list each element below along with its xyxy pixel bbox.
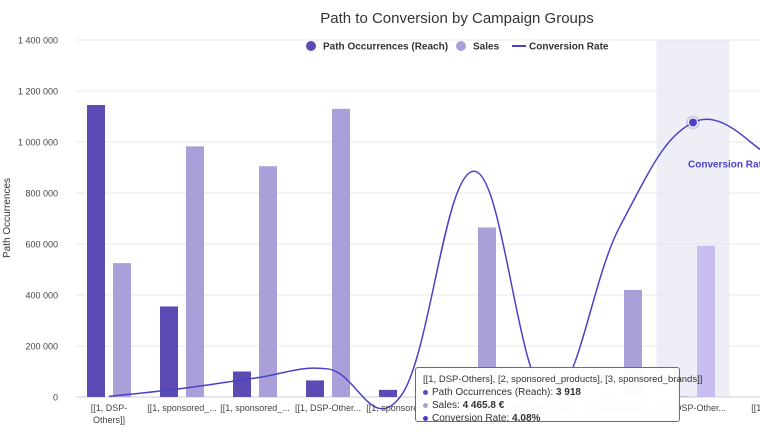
legend-label: Conversion Rate xyxy=(529,42,609,53)
legend-marker xyxy=(306,41,316,51)
y-axis-title: Path Occurrences xyxy=(2,178,13,258)
bar-sales xyxy=(186,146,204,397)
legend-marker xyxy=(456,41,466,51)
y-tick-label: 800 000 xyxy=(25,189,58,199)
bar-reach xyxy=(233,371,251,397)
series-dot-icon xyxy=(423,402,428,408)
bar-sales xyxy=(332,108,350,397)
y-tick-label: 600 000 xyxy=(25,240,58,250)
conversion-rate-point xyxy=(688,117,698,128)
tooltip-row-conversion: Conversion Rate: 4.08% xyxy=(423,412,672,425)
x-tick-label: [[1, spo xyxy=(751,403,760,413)
y-tick-label: 200 000 xyxy=(25,342,58,352)
bar-sales xyxy=(478,227,496,397)
chart-title: Path to Conversion by Campaign Groups xyxy=(320,10,593,27)
bar-sales xyxy=(697,245,715,397)
x-tick-label: [[1, DSP-Other... xyxy=(295,403,361,413)
series-annotation: Conversion Rate xyxy=(688,160,760,171)
x-tick-label: [[1, sponsored_... xyxy=(366,403,436,413)
y-tick-label: 1 000 000 xyxy=(18,138,58,148)
tooltip-label: Conversion Rate: xyxy=(432,413,513,424)
tooltip-value: 4.08% xyxy=(512,413,541,424)
series-dot-icon xyxy=(423,389,428,395)
legend-label: Path Occurrences (Reach) xyxy=(323,42,448,53)
y-tick-label: 0 xyxy=(53,393,58,403)
tooltip-value: 4 465.8 € xyxy=(462,400,505,411)
tooltip-label: Path Occurrences (Reach): xyxy=(432,387,556,398)
bar-reach xyxy=(160,306,178,397)
bar-sales xyxy=(113,263,131,397)
conversion-rate-line xyxy=(108,118,760,410)
highlight-band xyxy=(656,40,730,397)
series-dot-icon xyxy=(423,415,428,421)
tooltip-header: [[1, DSP-Others], [2, sponsored_products… xyxy=(423,374,703,385)
bar-reach xyxy=(87,105,105,398)
y-tick-label: 1 400 000 xyxy=(18,36,58,46)
x-tick-label: [[1, sponsored_... xyxy=(220,403,290,413)
bar-reach xyxy=(306,380,324,397)
legend: Path Occurrences (Reach) Sales Conversion … xyxy=(306,41,609,53)
tooltip-row-reach: Path Occurrences (Reach): 3 918 xyxy=(423,386,672,399)
y-tick-label: 1 200 000 xyxy=(18,87,58,97)
legend-label: Sales xyxy=(473,42,500,53)
bar-reach xyxy=(379,389,397,397)
x-tick-label: [[1, DSP-Other... xyxy=(660,403,726,413)
bar-sales xyxy=(259,166,277,397)
x-tick-label: [[1, DSP-Others]] xyxy=(91,403,128,425)
y-tick-label: 400 000 xyxy=(25,291,58,301)
tooltip-value: 3 918 xyxy=(555,387,581,398)
tooltip-row-sales: Sales: 4 465.8 € xyxy=(423,399,672,412)
tooltip-label: Sales: xyxy=(432,400,463,411)
tooltip: [[1, DSP-Others], [2, sponsored_products… xyxy=(415,367,703,425)
x-tick-label: [[1, sponsored_... xyxy=(147,403,217,413)
